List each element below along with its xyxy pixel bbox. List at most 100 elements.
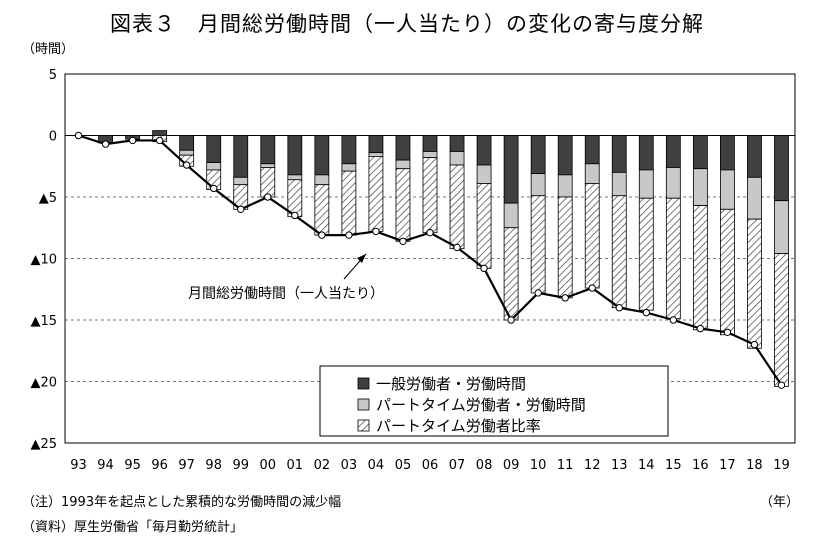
- bar-segment-3: [720, 208, 735, 336]
- line-point: [777, 381, 786, 389]
- legend-swatch: [357, 377, 370, 390]
- bar-segment-3: [638, 197, 654, 311]
- x-tick-label: 15: [665, 458, 682, 473]
- line-point: [534, 289, 542, 297]
- bar-segment-3: [503, 227, 519, 321]
- bar-segment-1: [584, 135, 600, 165]
- x-tick-label: 17: [719, 458, 736, 473]
- line-layer: [74, 131, 786, 389]
- axis-layer: 5 0 ▲5 ▲10 ▲15 ▲20 ▲25 93 94 95 96 97 98 99 00 01 02 03 04…: [30, 68, 796, 473]
- x-tick-label: 93: [70, 458, 87, 473]
- bar-segment-1: [774, 135, 789, 202]
- bar-segment-1: [503, 135, 519, 204]
- line-point: [74, 131, 83, 140]
- bar-segment-2: [287, 174, 303, 181]
- bar-segment-2: [179, 149, 195, 156]
- bar-segment-1: [611, 135, 627, 173]
- bar-segment-2: [206, 162, 222, 171]
- line-point: [642, 308, 650, 317]
- bar-segment-1: [422, 135, 438, 152]
- bar-segment-1: [665, 135, 681, 168]
- annotation-layer: 月間総労働時間（一人当たり）: [188, 253, 384, 302]
- bar-segment-1: [233, 135, 249, 178]
- legend-label: 一般労働者・労働時間: [376, 375, 526, 393]
- bar-segment-3: [584, 183, 600, 289]
- line-point: [669, 316, 678, 324]
- y-tick-label: 5: [49, 68, 57, 83]
- bar-segment-3: [665, 197, 681, 320]
- bar-segment-2: [503, 202, 519, 229]
- bar-segment-1: [206, 135, 222, 163]
- line-point: [101, 140, 110, 148]
- x-tick-label: 00: [260, 458, 277, 473]
- x-tick-label: 04: [368, 458, 385, 473]
- x-tick-label: 99: [232, 458, 249, 473]
- chart-title: 図表３ 月間総労働時間（一人当たり）の変化の寄与度分解: [110, 12, 704, 36]
- x-tick-label: 06: [422, 458, 439, 473]
- line-point: [291, 211, 299, 220]
- y-tick-label: ▲15: [30, 314, 57, 329]
- line-point: [318, 231, 326, 239]
- bar-segment-2: [341, 163, 357, 172]
- bar-segment-3: [395, 168, 411, 242]
- line-point: [561, 294, 569, 302]
- y-tick-label: ▲25: [30, 437, 57, 452]
- bar-segment-2: [314, 174, 330, 186]
- y-tick-label: ▲5: [39, 191, 57, 206]
- line-point: [128, 136, 137, 145]
- line-point: [372, 227, 380, 236]
- bar-segment-3: [368, 156, 384, 232]
- bar-segment-2: [368, 152, 384, 157]
- y-tick-label: ▲10: [30, 253, 57, 268]
- x-tick-label: 13: [611, 458, 628, 473]
- bar-segment-2: [638, 169, 654, 199]
- x-tick-label: 19: [773, 458, 790, 473]
- line-point: [696, 324, 705, 333]
- x-tick-label: 01: [287, 458, 304, 473]
- bar-segment-1: [692, 135, 708, 170]
- x-tick-label: 07: [449, 458, 466, 473]
- x-axis-unit: （年）: [760, 495, 800, 510]
- line-point: [237, 205, 245, 214]
- x-tick-label: 16: [692, 458, 709, 473]
- y-axis-unit: （時間）: [22, 42, 75, 57]
- bar-segment-2: [611, 171, 627, 197]
- bar-segment-3: [314, 184, 330, 236]
- bar-segment-3: [774, 253, 789, 387]
- bar-segment-3: [530, 195, 546, 294]
- bar-segment-1: [260, 135, 276, 165]
- line-point: [453, 243, 461, 252]
- bar-segment-1: [638, 135, 654, 171]
- line-point: [723, 328, 732, 336]
- legend-label: パートタイム労働者比率: [376, 417, 541, 435]
- bar-segment-2: [720, 169, 735, 210]
- line-point: [264, 193, 272, 201]
- bar-segment-2: [584, 163, 600, 184]
- line-point: [399, 237, 407, 245]
- bar-segment-1: [557, 135, 573, 176]
- bar-segment-2: [557, 174, 573, 198]
- bar-segment-1: [476, 135, 492, 166]
- line-point: [480, 264, 488, 273]
- line-point: [588, 284, 596, 292]
- x-tick-label: 95: [124, 458, 141, 473]
- bar-segment-3: [449, 164, 465, 250]
- x-tick-label: 02: [314, 458, 331, 473]
- line-point: [615, 304, 623, 312]
- bar-segment-1: [341, 135, 357, 165]
- bar-segment-1: [152, 130, 168, 136]
- y-tick-label: 0: [49, 130, 57, 145]
- annotation-arrowhead: [357, 254, 366, 263]
- bar-segment-2: [233, 176, 249, 186]
- legend-swatch: [357, 419, 370, 432]
- line-point: [426, 228, 434, 237]
- bar-segment-3: [557, 196, 573, 299]
- line-point: [210, 184, 218, 193]
- x-tick-label: 98: [205, 458, 222, 473]
- chart-note: （注）1993年を起点とした累積的な労働時間の減少幅: [22, 495, 342, 510]
- bar-segment-3: [476, 183, 492, 269]
- bar-segment-3: [422, 157, 438, 234]
- bar-segment-3: [341, 170, 357, 236]
